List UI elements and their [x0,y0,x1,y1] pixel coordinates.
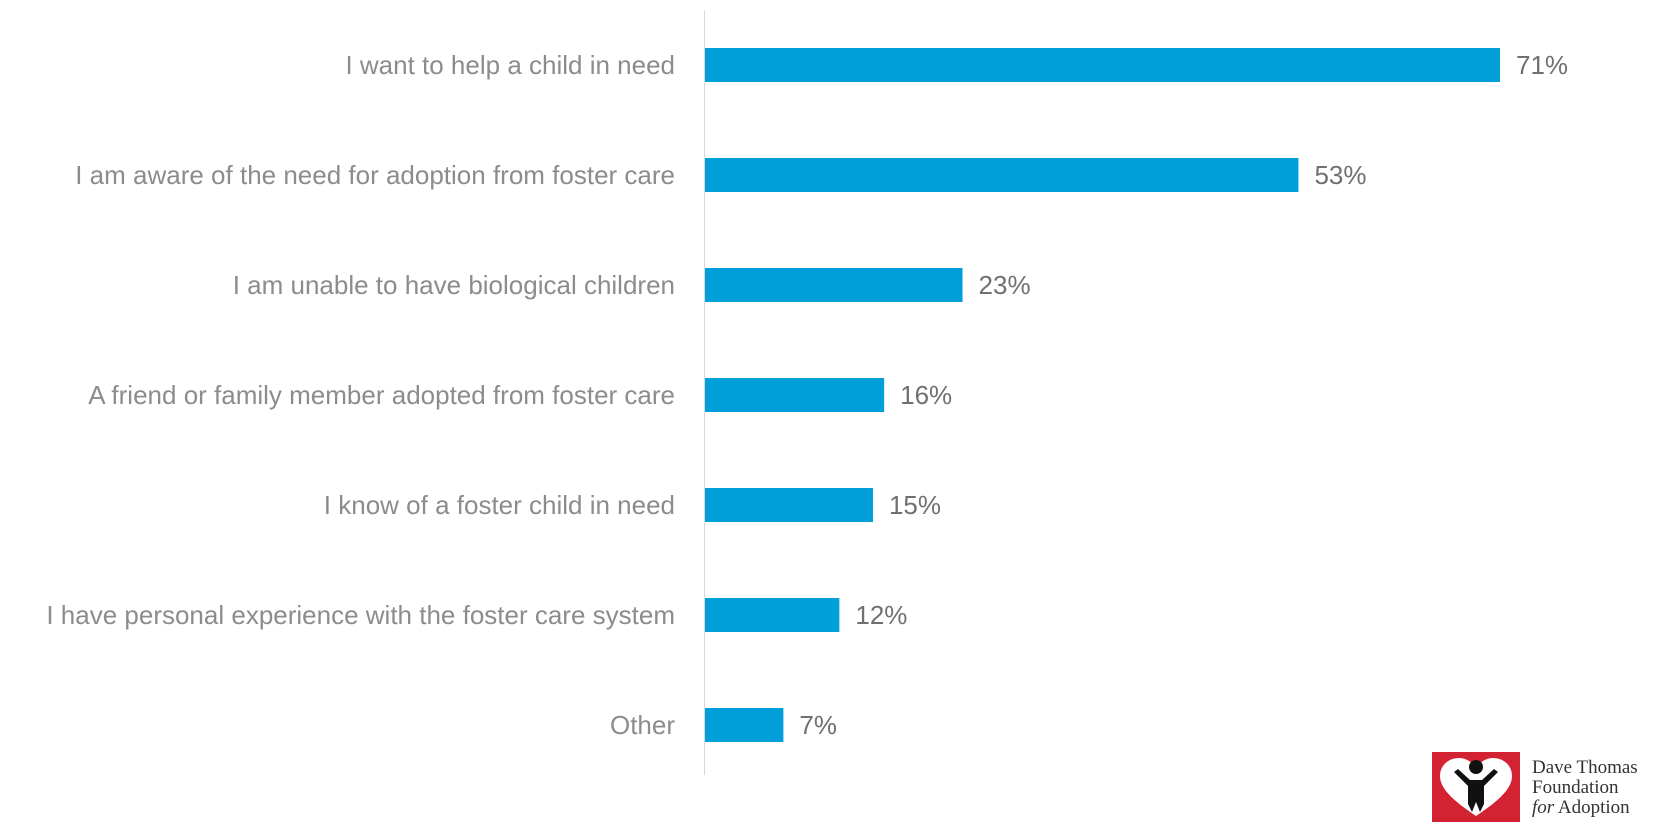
value-label-6: 12% [855,600,907,630]
value-label-1: 71% [1516,50,1568,80]
bar-5 [705,488,873,522]
logo-line-3-italic: for [1532,797,1555,818]
category-label-7: Other [610,710,675,740]
value-label-7: 7% [799,710,837,740]
bars-group [705,48,1500,742]
value-label-4: 16% [900,380,952,410]
value-label-5: 15% [889,490,941,520]
logo-text: Dave Thomas Foundation for Adoption [1532,758,1638,818]
bar-3 [705,268,963,302]
category-label-1: I want to help a child in need [345,50,675,80]
bar-7 [705,708,784,742]
category-label-5: I know of a foster child in need [324,490,675,520]
logo-line-2: Foundation [1532,777,1619,798]
logo-line-3: for Adoption [1532,798,1638,818]
category-label-4: A friend or family member adopted from f… [88,380,675,410]
bar-4 [705,378,885,412]
category-labels-group: I want to help a child in need I am aware… [46,50,675,740]
bar-6 [705,598,840,632]
bar-2 [705,158,1299,192]
bar-1 [705,48,1500,82]
value-labels-group: 71% 53% 23% 16% 15% 12% 7% [799,50,1568,740]
value-label-2: 53% [1314,160,1366,190]
category-label-6: I have personal experience with the fost… [46,600,675,630]
category-label-2: I am aware of the need for adoption from… [75,160,675,190]
category-label-3: I am unable to have biological children [233,270,675,300]
value-label-3: 23% [979,270,1031,300]
logo-line-3-rest: Adoption [1557,797,1630,818]
heart-figure-icon [1432,752,1520,822]
dave-thomas-foundation-logo: Dave Thomas Foundation for Adoption [1432,752,1664,822]
logo-line-1: Dave Thomas [1532,757,1638,778]
